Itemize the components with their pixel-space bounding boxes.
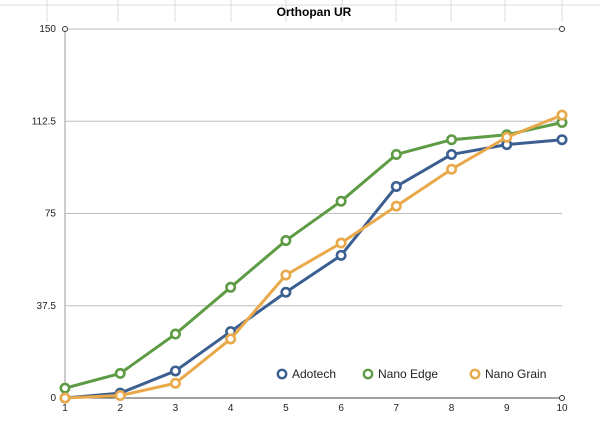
legend: Adotech Nano Edge Nano Grain <box>276 367 546 381</box>
y-axis-tick-labels: 0 37.5 75 112.5 150 <box>32 24 57 404</box>
data-point <box>114 390 126 402</box>
data-point <box>169 365 181 377</box>
legend-label: Adotech <box>292 367 336 381</box>
data-point <box>390 180 402 192</box>
x-tick-label: 9 <box>504 403 510 414</box>
data-point <box>280 269 292 281</box>
chart-gridlines <box>65 28 562 307</box>
corner-handle-icon <box>62 26 68 32</box>
series-layer <box>59 109 568 404</box>
series-line <box>64 113 563 400</box>
chart-title: Orthopan UR <box>277 5 352 19</box>
data-point <box>169 328 181 340</box>
data-point <box>390 200 402 212</box>
data-point <box>446 134 458 146</box>
series-adotech <box>59 134 568 404</box>
data-point <box>501 131 513 143</box>
data-point <box>59 392 71 404</box>
x-tick-label: 8 <box>449 403 455 414</box>
legend-marker-icon <box>469 368 481 380</box>
data-point <box>225 333 237 345</box>
x-tick-label: 10 <box>556 403 568 414</box>
x-tick-label: 6 <box>338 403 344 414</box>
legend-marker-icon <box>276 368 288 380</box>
y-tick-label: 112.5 <box>32 116 57 127</box>
x-tick-label: 1 <box>62 403 68 414</box>
data-point <box>169 377 181 389</box>
data-point <box>335 195 347 207</box>
x-tick-label: 3 <box>173 403 179 414</box>
data-point <box>446 163 458 175</box>
y-tick-label: 75 <box>45 209 57 220</box>
data-point <box>335 249 347 261</box>
legend-marker-icon <box>362 368 374 380</box>
corner-handle-icon <box>559 26 565 32</box>
data-point <box>446 148 458 160</box>
y-tick-label: 0 <box>50 393 56 404</box>
legend-label: Nano Grain <box>485 367 546 381</box>
data-point <box>556 134 568 146</box>
legend-item: Adotech <box>276 367 336 381</box>
y-tick-label: 37.5 <box>37 301 57 312</box>
x-axis-tick-labels: 1 2 3 4 5 6 7 8 9 10 <box>62 403 568 414</box>
y-tick-label: 150 <box>39 24 56 35</box>
corner-handle-icon <box>559 395 565 401</box>
x-tick-label: 2 <box>117 403 123 414</box>
legend-label: Nano Edge <box>378 367 438 381</box>
x-tick-label: 5 <box>283 403 289 414</box>
data-point <box>280 286 292 298</box>
data-point <box>556 109 568 121</box>
series-line <box>64 121 563 390</box>
data-point <box>225 281 237 293</box>
data-point <box>390 148 402 160</box>
data-point <box>114 367 126 379</box>
legend-item: Nano Grain <box>469 367 546 381</box>
data-point <box>280 235 292 247</box>
x-tick-label: 4 <box>228 403 234 414</box>
data-point <box>335 237 347 249</box>
series-nano-grain <box>59 109 568 404</box>
data-point <box>59 382 71 394</box>
x-tick-label: 7 <box>394 403 400 414</box>
series-line <box>64 138 563 400</box>
legend-item: Nano Edge <box>362 367 438 381</box>
